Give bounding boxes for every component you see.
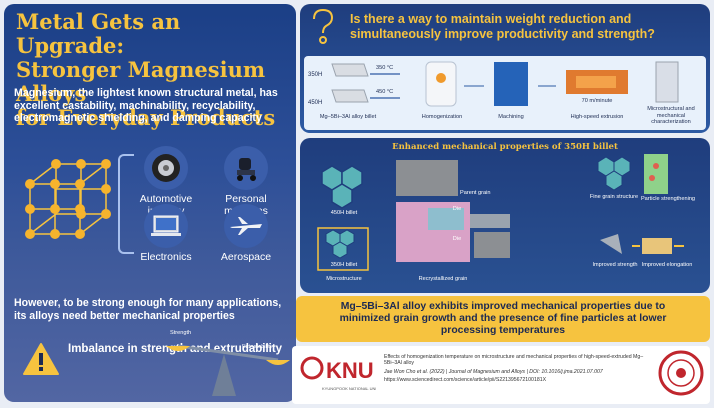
temp-450-label: 450 °C [376,89,394,95]
scale-extrudability-label: Extrudability [242,344,273,350]
process-diagram: 350H 450H 350 °C 450 °C Mg–5Bi–3Al alloy… [304,56,706,130]
process-graphic [331,61,679,107]
intro-text: Magnesium, the lightest known structural… [14,87,278,125]
title-line: Metal Gets an Upgrade: [16,9,181,58]
mechanical-graphic [317,154,684,271]
paper-url[interactable]: https://www.sciencedirect.com/science/ar… [384,376,547,383]
billet-label: Mg–5Bi–3Al alloy billet [319,114,377,120]
label-die-top: Die [452,206,462,212]
however-text: However, to be strong enough for many ap… [14,297,282,322]
question-panel: Is there a way to maintain weight reduct… [300,4,710,133]
scale-strength-label: Strength [170,330,192,336]
label-die-bottom: Die [452,236,462,242]
paper-reference: Jae Won Cho et al. (2022) | Journal of M… [384,368,603,375]
title-line: for Everyday Products [16,105,276,130]
question-mark-icon [313,8,334,44]
label-450h: 450H billet [330,210,358,216]
app-electronics: Electronics [126,204,206,263]
scooter-icon [224,146,268,190]
research-question: Is there a way to maintain weight reduct… [350,12,655,41]
airplane-icon [224,204,268,248]
temp-350-label: 350 °C [376,65,394,71]
wheel-icon [144,146,188,190]
knu-logo: KNU KYUNGPOOK NATIONAL UNIVERSITY [298,350,394,394]
label-elongation: Improved elongation [641,262,693,268]
app-label: Electronics [140,251,192,263]
extrusion-speed: 70 m/minute [581,98,613,104]
label-strength: Improved strength [592,262,638,268]
mechanical-title: Enhanced mechanical properties of 350H b… [392,142,618,152]
warning-icon [23,343,59,375]
conclusion-text: Mg–5Bi–3Al alloy exhibits improved mecha… [339,301,667,336]
billet-350h-label: 350H [308,72,323,78]
step-extrusion: High-speed extrusion [570,114,624,120]
app-label: Aerospace [220,251,272,263]
balance-scale: Strength Extrudability [154,326,294,402]
step-machining: Machining [498,114,524,120]
citation-text: Effects of homogenization temperature on… [384,354,649,383]
label-350h: 350H billet [330,262,358,268]
university-seal-icon [658,350,704,396]
conclusion-banner: Mg–5Bi–3Al alloy exhibits improved mecha… [296,296,710,342]
paper-title: Effects of homogenization temperature on… [384,354,644,367]
title-line: Stronger Magnesium Alloys [16,57,266,106]
laptop-icon [144,204,188,248]
bracket-divider [118,154,134,254]
svg-text:KYUNGPOOK NATIONAL UNIVERSITY: KYUNGPOOK NATIONAL UNIVERSITY [322,386,376,391]
main-title: Metal Gets an Upgrade: Stronger Magnesiu… [16,10,292,130]
label-recrystallized: Recrystallized grain [418,276,468,282]
label-particle: Particle strengthening [640,196,696,202]
mechanical-panel: Enhanced mechanical properties of 350H b… [300,138,710,293]
label-parent-grain: Parent grain [460,190,491,196]
citation-footer: KNU KYUNGPOOK NATIONAL UNIVERSITY Effect… [292,346,710,404]
label-microstructure: Microstructure [326,276,362,282]
scale-icon [166,344,290,396]
crystal-lattice-icon [25,159,111,239]
step-homogenization: Homogenization [421,114,463,120]
left-panel: Metal Gets an Upgrade: Stronger Magnesiu… [4,4,296,402]
billet-450h-label: 450H [308,100,323,106]
label-fine-grain: Fine grain structure [589,194,639,200]
step-characterization: Microstructural and mechanical character… [647,106,695,125]
svg-text:KNU: KNU [326,358,374,383]
right-panel: Is there a way to maintain weight reduct… [292,4,710,404]
app-aerospace: Aerospace [206,204,286,263]
